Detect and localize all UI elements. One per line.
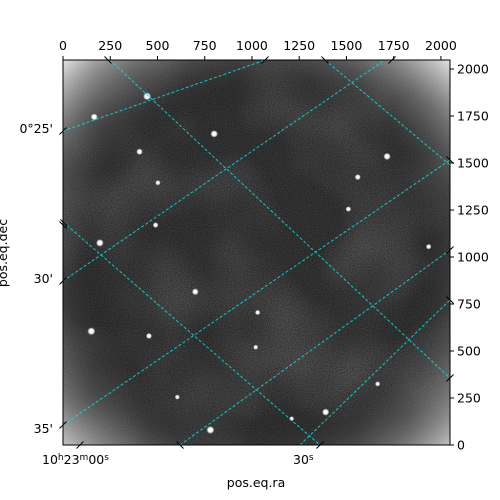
- right-tick-label-2000: 2000: [457, 62, 489, 77]
- star-5: [354, 174, 361, 181]
- world-tick-6: [446, 374, 454, 382]
- y-axis-label: pos.eq.dec: [0, 219, 10, 287]
- top-tick-label-1500: 1500: [331, 38, 363, 53]
- right-pixel-axis: 0 250 500 750 1000 1250 1500 1750 2000: [450, 62, 489, 453]
- top-tick-label-0: 0: [59, 38, 67, 53]
- grid-line-5: [179, 249, 450, 445]
- top-tick-label-1000: 1000: [236, 38, 268, 53]
- world-tick-4: [446, 156, 454, 164]
- right-tick-label-250: 250: [457, 391, 481, 406]
- top-tick-label-1750: 1750: [378, 38, 410, 53]
- star-6: [155, 180, 161, 186]
- star-10: [425, 243, 432, 250]
- right-tick-label-1750: 1750: [457, 109, 489, 124]
- dec-tick-label-25: 0°25': [19, 121, 53, 136]
- star-1: [90, 113, 98, 121]
- dec-tick-label-35: 35': [34, 421, 53, 436]
- world-tick-9: [261, 56, 269, 64]
- top-pixel-axis: 0 250 500 750 1000 1250 1500 1750 2000: [59, 38, 457, 60]
- ra-tick-label-23m00s: 10h23m00s: [42, 452, 109, 467]
- plot-frame: [62, 59, 451, 446]
- top-tick-label-750: 750: [193, 38, 217, 53]
- right-tick-label-1000: 1000: [457, 250, 489, 265]
- star-18: [206, 425, 215, 434]
- star-12: [87, 327, 96, 336]
- star-0: [143, 92, 152, 101]
- star-2: [210, 130, 218, 138]
- right-tick-label-1250: 1250: [457, 203, 489, 218]
- star-3: [136, 148, 143, 156]
- world-tick-3: [59, 221, 67, 229]
- ra-tick-label-30s: 30s: [293, 452, 314, 467]
- top-tick-label-1250: 1250: [283, 38, 315, 53]
- grid-line-7: [324, 60, 450, 166]
- world-tick-5: [446, 296, 454, 304]
- star-14: [254, 309, 261, 316]
- world-tick-15: [60, 219, 68, 227]
- star-4: [383, 152, 391, 161]
- coordinate-grid: [63, 60, 450, 445]
- star-17: [322, 408, 330, 416]
- world-tick-7: [446, 246, 454, 254]
- world-tick-2: [59, 421, 67, 429]
- world-tick-14: [316, 441, 324, 449]
- star-19: [289, 416, 295, 422]
- star-9: [95, 239, 104, 247]
- right-tick-label-0: 0: [457, 438, 465, 453]
- dec-tick-label-30: 30': [34, 271, 53, 286]
- star-8: [152, 222, 159, 228]
- star-16: [374, 381, 381, 387]
- world-tick-13: [176, 441, 184, 449]
- star-11: [191, 288, 199, 296]
- x-axis-label: pos.eq.ra: [227, 475, 285, 490]
- star-15: [253, 344, 259, 350]
- star-7: [345, 206, 352, 212]
- top-tick-label-250: 250: [98, 38, 122, 53]
- world-tick-0: [59, 127, 67, 135]
- top-tick-label-500: 500: [146, 38, 170, 53]
- right-tick-label-750: 750: [457, 297, 481, 312]
- grid-line-2: [63, 159, 450, 426]
- world-tick-10: [388, 56, 396, 64]
- world-tick-12: [76, 441, 84, 449]
- grid-line-3: [109, 60, 450, 379]
- grid-line-4: [63, 221, 321, 445]
- right-tick-label-500: 500: [457, 344, 481, 359]
- world-axis-ticks: [59, 56, 454, 449]
- world-tick-1: [59, 277, 67, 285]
- top-tick-label-2000: 2000: [425, 38, 457, 53]
- right-tick-label-1500: 1500: [457, 156, 489, 171]
- world-tick-8: [104, 56, 112, 64]
- grid-line-1: [63, 60, 386, 282]
- star-13: [145, 332, 153, 340]
- world-tick-11: [321, 56, 329, 64]
- star-20: [174, 394, 180, 400]
- stars: [87, 92, 432, 434]
- grid-line-0: [63, 60, 266, 132]
- sky-image: [63, 60, 450, 445]
